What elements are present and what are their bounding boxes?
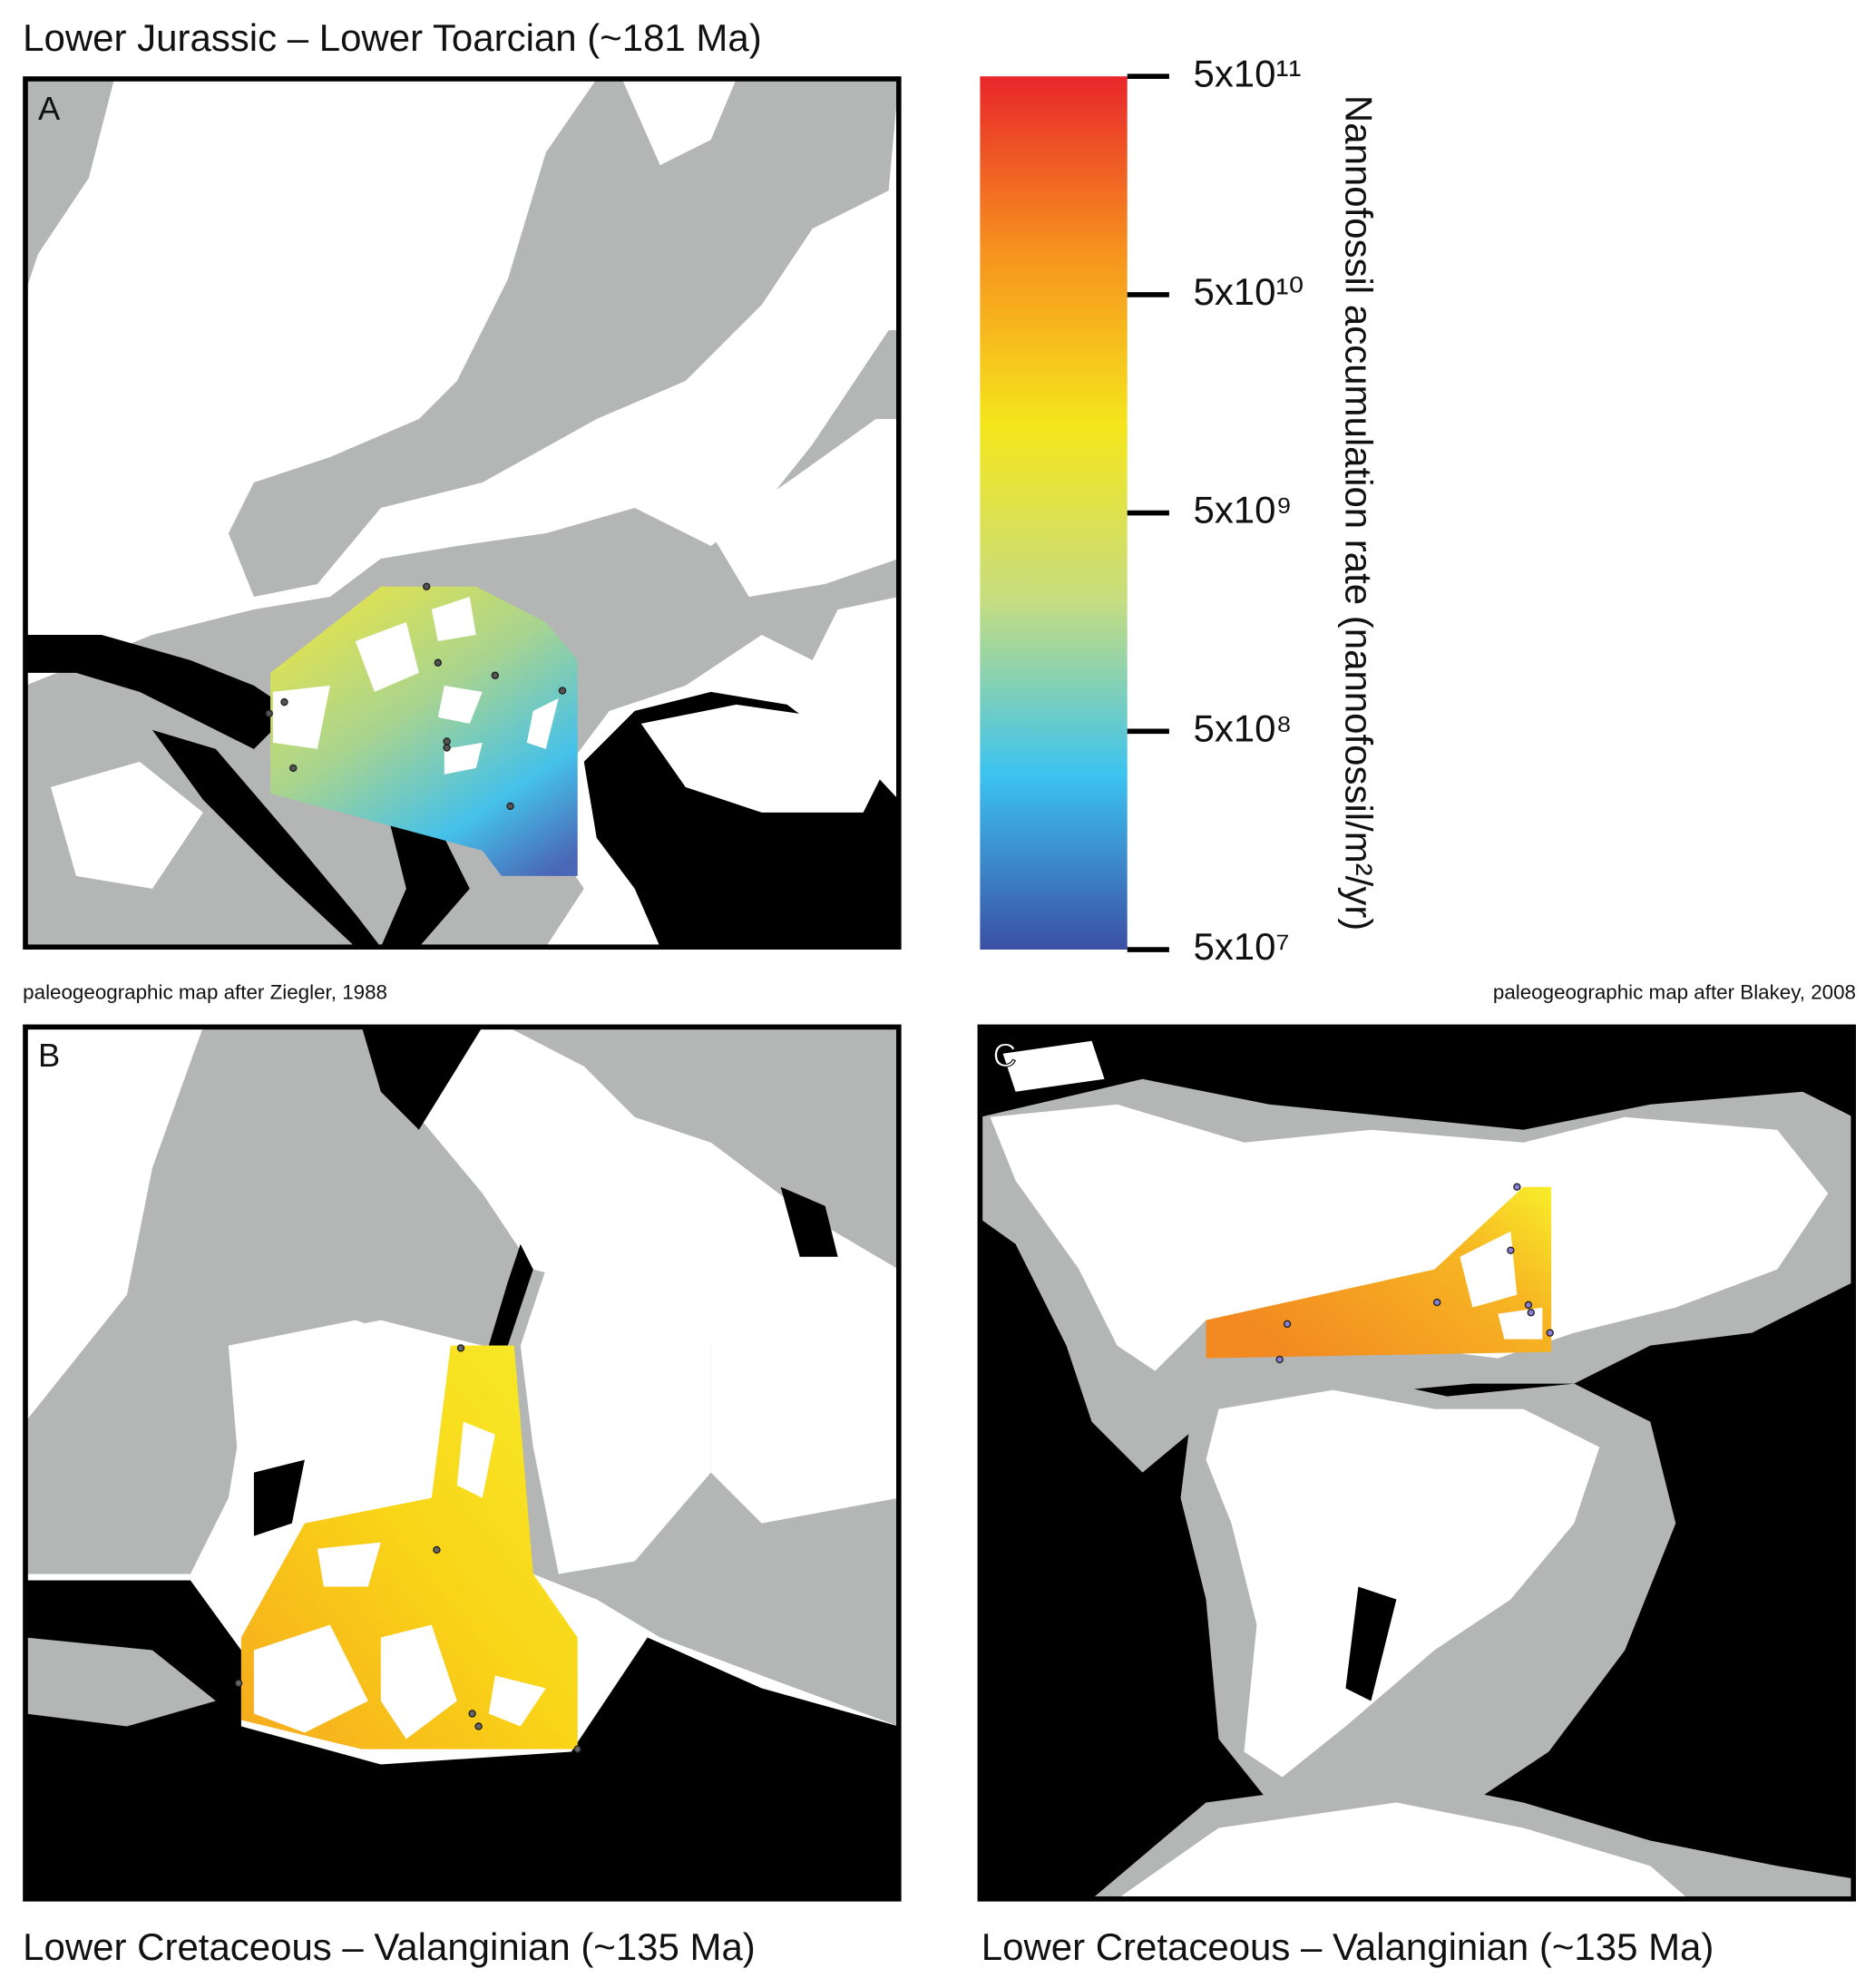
panel-frame xyxy=(977,1024,1857,1902)
panel-label: B xyxy=(38,1037,60,1074)
colorbar-tick-label: 5x10⁹ xyxy=(1193,489,1292,531)
colorbar-tick-label: 5x10⁸ xyxy=(1193,707,1292,749)
panel-title: Lower Cretaceous – Valanginian (~135 Ma) xyxy=(981,1925,1714,1968)
panel-title: Lower Cretaceous – Valanginian (~135 Ma) xyxy=(23,1925,756,1968)
panel-title: Lower Jurassic – Lower Toarcian (~181 Ma… xyxy=(23,16,762,59)
panel-label: C xyxy=(992,1037,1016,1074)
map-caption: paleogeographic map after Blakey, 2008 xyxy=(1493,981,1856,1004)
colorbar-tick-label: 5x10¹¹ xyxy=(1193,52,1301,94)
colorbar-tick-label: 5x10⁷ xyxy=(1193,925,1289,968)
panel-frame xyxy=(23,76,902,950)
colorbar-label: Nannofossil accumulation rate (nannofoss… xyxy=(1337,95,1380,931)
map-b xyxy=(24,1027,899,1899)
colorbar-tick-label: 5x10¹⁰ xyxy=(1193,270,1304,313)
map-a xyxy=(24,78,899,948)
panel-frame xyxy=(23,1024,902,1902)
map-c xyxy=(980,1027,1854,1899)
colorbar xyxy=(980,76,1128,950)
map-caption: paleogeographic map after Ziegler, 1988 xyxy=(23,981,387,1004)
panel-label: A xyxy=(38,90,61,127)
